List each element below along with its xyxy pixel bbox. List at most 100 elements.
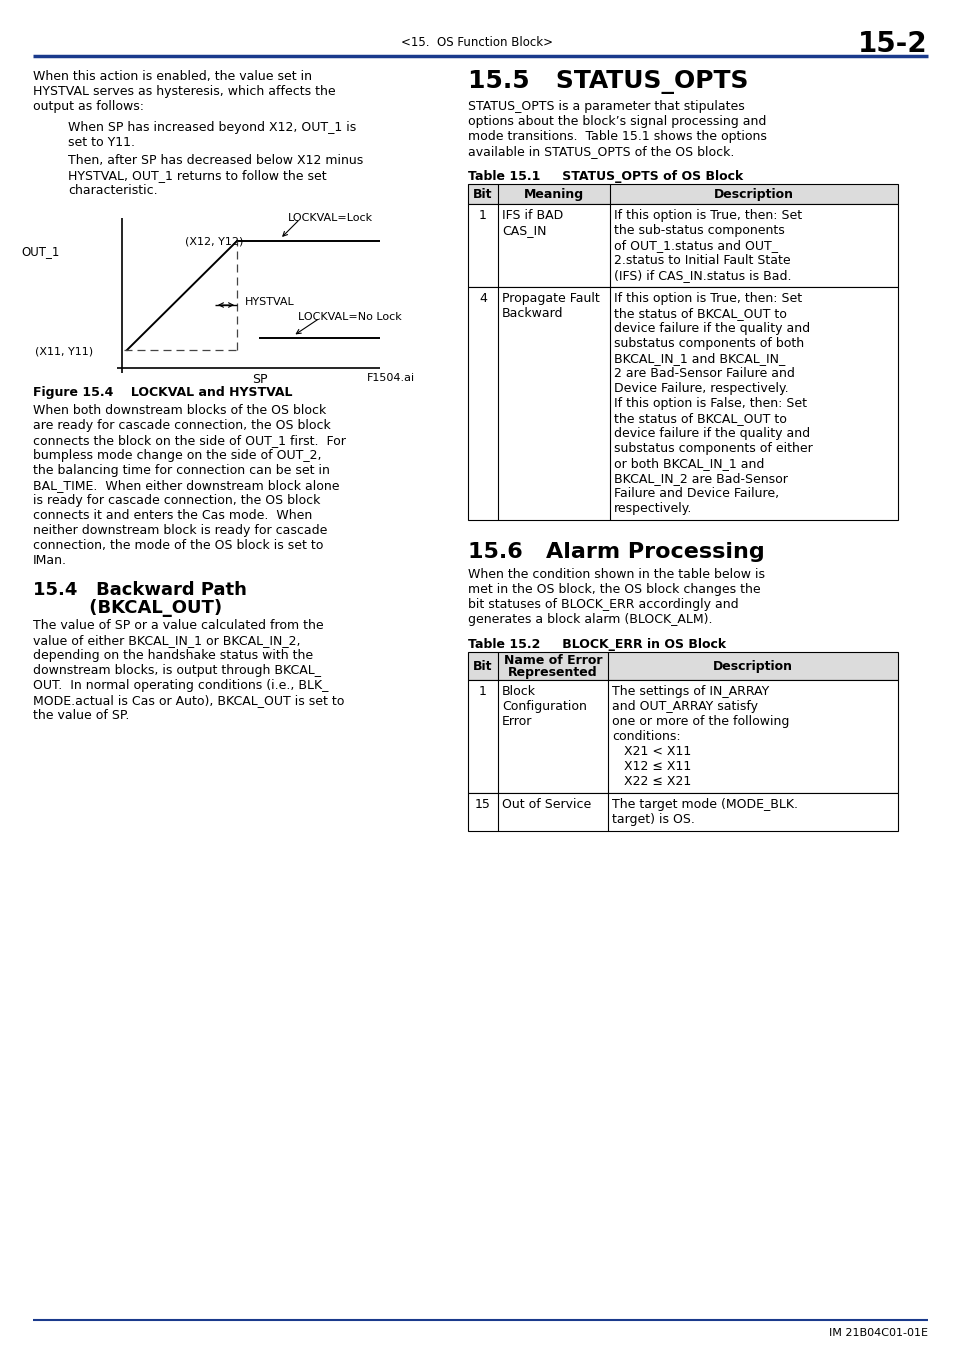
Text: generates a block alarm (BLOCK_ALM).: generates a block alarm (BLOCK_ALM). [468,613,712,626]
Text: Configuration: Configuration [501,701,586,713]
Text: Backward: Backward [501,306,563,320]
Text: output as follows:: output as follows: [33,100,144,113]
Text: When this action is enabled, the value set in: When this action is enabled, the value s… [33,70,312,82]
Text: LOCKVAL=Lock: LOCKVAL=Lock [288,213,373,223]
Text: value of either BKCAL_IN_1 or BKCAL_IN_2,: value of either BKCAL_IN_1 or BKCAL_IN_2… [33,634,300,647]
Text: Description: Description [713,188,793,201]
Text: substatus components of both: substatus components of both [614,338,803,350]
Text: the balancing time for connection can be set in: the balancing time for connection can be… [33,464,330,477]
Text: F1504.ai: F1504.ai [367,373,415,383]
Text: MODE.actual is Cas or Auto), BKCAL_OUT is set to: MODE.actual is Cas or Auto), BKCAL_OUT i… [33,694,344,707]
Text: Block: Block [501,684,536,698]
Text: Out of Service: Out of Service [501,798,591,811]
Text: is ready for cascade connection, the OS block: is ready for cascade connection, the OS … [33,494,320,508]
Text: HYSTVAL: HYSTVAL [245,297,294,306]
Text: neither downstream block is ready for cascade: neither downstream block is ready for ca… [33,524,327,537]
Text: SP: SP [252,373,267,386]
Text: (X12, Y12): (X12, Y12) [185,238,243,247]
Text: device failure if the quality and: device failure if the quality and [614,323,809,335]
Text: bumpless mode change on the side of OUT_2,: bumpless mode change on the side of OUT_… [33,450,321,462]
Text: Description: Description [712,660,792,674]
Text: bit statuses of BLOCK_ERR accordingly and: bit statuses of BLOCK_ERR accordingly an… [468,598,738,612]
Text: are ready for cascade connection, the OS block: are ready for cascade connection, the OS… [33,418,331,432]
Text: 4: 4 [478,292,486,305]
Text: Propagate Fault: Propagate Fault [501,292,599,305]
Text: set to Y11.: set to Y11. [68,136,135,148]
Text: mode transitions.  Table 15.1 shows the options: mode transitions. Table 15.1 shows the o… [468,130,766,143]
Text: 1: 1 [478,209,486,221]
Text: X21 < X11: X21 < X11 [612,745,691,757]
Text: 2.status to Initial Fault State: 2.status to Initial Fault State [614,254,790,267]
Text: connects it and enters the Cas mode.  When: connects it and enters the Cas mode. Whe… [33,509,312,522]
Bar [468,204,897,288]
Text: Table 15.1     STATUS_OPTS of OS Block: Table 15.1 STATUS_OPTS of OS Block [468,170,742,184]
Text: If this option is False, then: Set: If this option is False, then: Set [614,397,806,410]
Bar [468,652,897,680]
Text: HYSTVAL serves as hysteresis, which affects the: HYSTVAL serves as hysteresis, which affe… [33,85,335,99]
Text: <15.  OS Function Block>: <15. OS Function Block> [400,36,553,49]
Text: met in the OS block, the OS block changes the: met in the OS block, the OS block change… [468,583,760,595]
Text: 15.4   Backward Path: 15.4 Backward Path [33,580,247,599]
Text: CAS_IN: CAS_IN [501,224,546,238]
Text: the status of BKCAL_OUT to: the status of BKCAL_OUT to [614,306,786,320]
Bar [468,792,897,832]
Text: Name of Error: Name of Error [503,653,601,667]
Text: (X11, Y11): (X11, Y11) [35,346,93,356]
Text: depending on the handshake status with the: depending on the handshake status with t… [33,649,313,662]
Text: Represented: Represented [508,666,598,679]
Text: IM 21B04C01-01E: IM 21B04C01-01E [828,1328,927,1338]
Text: 15: 15 [475,798,491,811]
Text: 15.6   Alarm Processing: 15.6 Alarm Processing [468,541,764,562]
Text: STATUS_OPTS is a parameter that stipulates: STATUS_OPTS is a parameter that stipulat… [468,100,744,113]
Text: Figure 15.4    LOCKVAL and HYSTVAL: Figure 15.4 LOCKVAL and HYSTVAL [33,386,293,400]
Text: Device Failure, respectively.: Device Failure, respectively. [614,382,788,396]
Text: Then, after SP has decreased below X12 minus: Then, after SP has decreased below X12 m… [68,154,363,167]
Text: Bit: Bit [473,188,493,201]
Bar [468,680,897,792]
Text: or both BKCAL_IN_1 and: or both BKCAL_IN_1 and [614,458,763,470]
Text: device failure if the quality and: device failure if the quality and [614,427,809,440]
Text: the value of SP.: the value of SP. [33,709,130,722]
Text: The value of SP or a value calculated from the: The value of SP or a value calculated fr… [33,620,323,632]
Text: When SP has increased beyond X12, OUT_1 is: When SP has increased beyond X12, OUT_1 … [68,122,355,134]
Text: respectively.: respectively. [614,502,692,514]
Text: IFS if BAD: IFS if BAD [501,209,562,221]
Text: BAL_TIME.  When either downstream block alone: BAL_TIME. When either downstream block a… [33,479,339,491]
Text: conditions:: conditions: [612,730,679,742]
Text: Bit: Bit [473,660,493,674]
Text: The settings of IN_ARRAY: The settings of IN_ARRAY [612,684,768,698]
Text: 2 are Bad-Sensor Failure and: 2 are Bad-Sensor Failure and [614,367,794,379]
Text: If this option is True, then: Set: If this option is True, then: Set [614,292,801,305]
Text: BKCAL_IN_2 are Bad-Sensor: BKCAL_IN_2 are Bad-Sensor [614,472,787,485]
Text: Error: Error [501,716,532,728]
Text: options about the block’s signal processing and: options about the block’s signal process… [468,115,765,128]
Text: downstream blocks, is output through BKCAL_: downstream blocks, is output through BKC… [33,664,320,676]
Text: connection, the mode of the OS block is set to: connection, the mode of the OS block is … [33,539,323,552]
Text: When the condition shown in the table below is: When the condition shown in the table be… [468,568,764,580]
Text: LOCKVAL=No Lock: LOCKVAL=No Lock [297,312,401,323]
Text: OUT.  In normal operating conditions (i.e., BLK_: OUT. In normal operating conditions (i.e… [33,679,328,693]
Text: IMan.: IMan. [33,554,67,567]
Text: The target mode (MODE_BLK.: The target mode (MODE_BLK. [612,798,797,811]
Text: connects the block on the side of OUT_1 first.  For: connects the block on the side of OUT_1 … [33,433,346,447]
Text: and OUT_ARRAY satisfy: and OUT_ARRAY satisfy [612,701,758,713]
Text: the status of BKCAL_OUT to: the status of BKCAL_OUT to [614,412,786,425]
Text: one or more of the following: one or more of the following [612,716,788,728]
Text: (BKCAL_OUT): (BKCAL_OUT) [33,599,222,617]
Text: OUT_1: OUT_1 [21,244,59,258]
Bar [468,184,897,204]
Text: Meaning: Meaning [523,188,583,201]
Text: the sub-status components: the sub-status components [614,224,784,238]
Text: characteristic.: characteristic. [68,184,157,197]
Text: X22 ≤ X21: X22 ≤ X21 [612,775,691,788]
Text: 15.5   STATUS_OPTS: 15.5 STATUS_OPTS [468,70,748,95]
Text: available in STATUS_OPTS of the OS block.: available in STATUS_OPTS of the OS block… [468,144,734,158]
Text: 1: 1 [478,684,486,698]
Text: If this option is True, then: Set: If this option is True, then: Set [614,209,801,221]
Text: (IFS) if CAS_IN.status is Bad.: (IFS) if CAS_IN.status is Bad. [614,269,791,282]
Text: When both downstream blocks of the OS block: When both downstream blocks of the OS bl… [33,404,326,417]
Text: Table 15.2     BLOCK_ERR in OS Block: Table 15.2 BLOCK_ERR in OS Block [468,639,725,651]
Text: of OUT_1.status and OUT_: of OUT_1.status and OUT_ [614,239,778,252]
Text: BKCAL_IN_1 and BKCAL_IN_: BKCAL_IN_1 and BKCAL_IN_ [614,352,784,365]
Text: X12 ≤ X11: X12 ≤ X11 [612,760,691,774]
